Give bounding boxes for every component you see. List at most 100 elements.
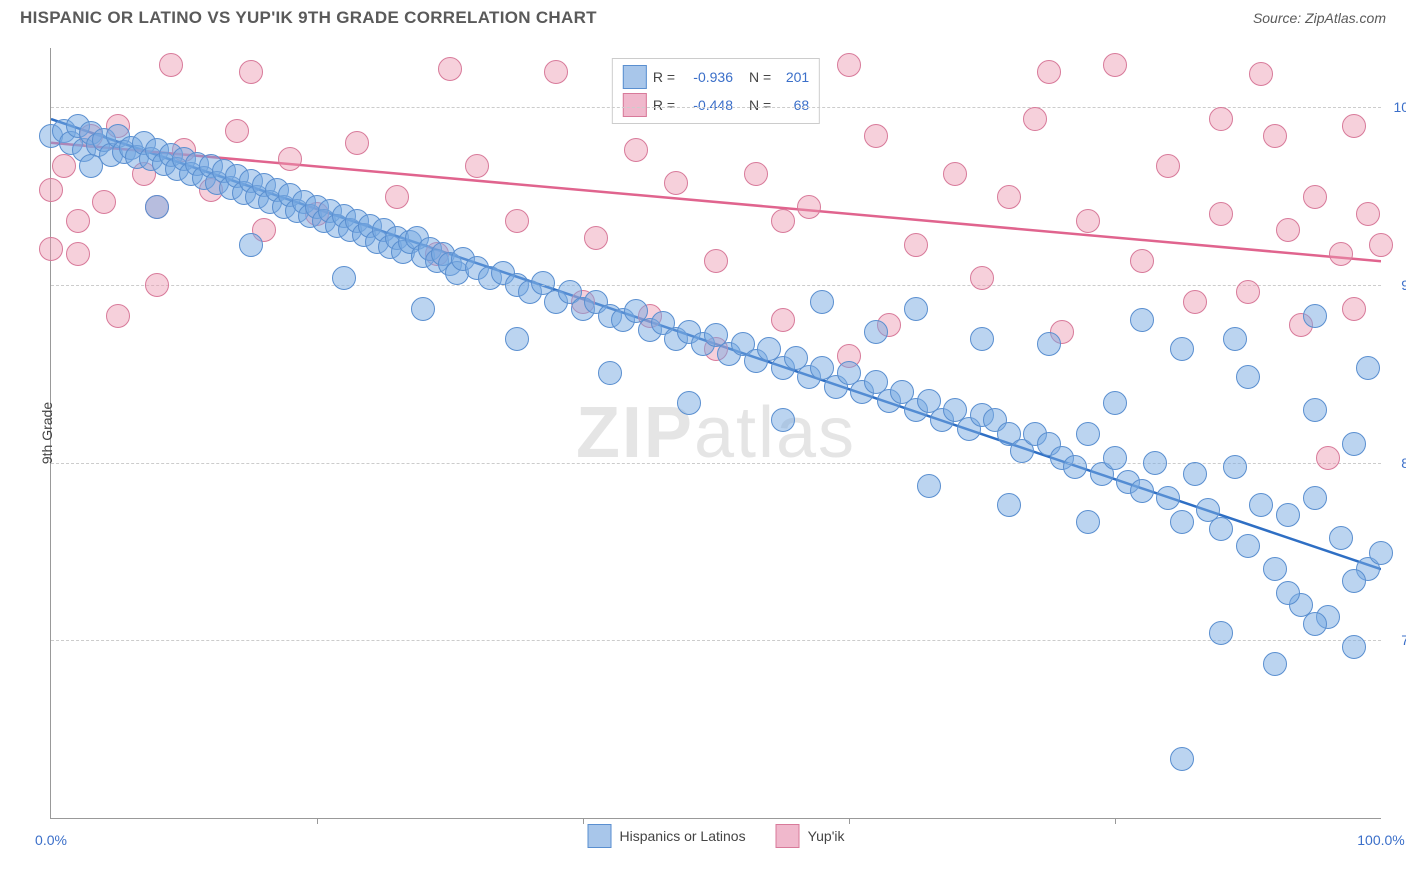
grid-line-h: [51, 640, 1381, 641]
data-point: [92, 190, 116, 214]
data-point: [1303, 486, 1327, 510]
data-point: [1316, 446, 1340, 470]
data-point: [917, 474, 941, 498]
data-point: [1342, 297, 1366, 321]
data-point: [106, 304, 130, 328]
data-point: [52, 154, 76, 178]
legend-item-yupik: Yup'ik: [776, 824, 845, 848]
data-point: [1170, 747, 1194, 771]
data-point: [39, 237, 63, 261]
y-tick-label: 85.0%: [1401, 455, 1406, 471]
chart-header: HISPANIC OR LATINO VS YUP'IK 9TH GRADE C…: [0, 0, 1406, 32]
x-tick-mark: [849, 818, 850, 824]
x-tick-label: 0.0%: [35, 832, 67, 848]
data-point: [239, 60, 263, 84]
data-point: [1170, 510, 1194, 534]
data-point: [1263, 652, 1287, 676]
data-point: [1183, 462, 1207, 486]
data-point: [864, 124, 888, 148]
data-point: [1103, 391, 1127, 415]
y-tick-label: 92.5%: [1401, 277, 1406, 293]
data-point: [505, 209, 529, 233]
data-point: [1223, 327, 1247, 351]
data-point: [771, 209, 795, 233]
data-point: [771, 308, 795, 332]
y-tick-label: 77.5%: [1401, 632, 1406, 648]
data-point: [1209, 621, 1233, 645]
data-point: [159, 53, 183, 77]
x-tick-label: 100.0%: [1357, 832, 1404, 848]
data-point: [970, 266, 994, 290]
legend-row-hispanic: R = -0.936 N = 201: [623, 63, 809, 91]
data-point: [79, 154, 103, 178]
data-point: [438, 57, 462, 81]
data-point: [1209, 202, 1233, 226]
data-point: [1130, 249, 1154, 273]
data-point: [278, 147, 302, 171]
data-point: [997, 185, 1021, 209]
data-point: [810, 290, 834, 314]
x-tick-mark: [583, 818, 584, 824]
data-point: [1276, 218, 1300, 242]
data-point: [1263, 124, 1287, 148]
data-point: [332, 266, 356, 290]
correlation-legend: R = -0.936 N = 201 R = -0.448 N = 68: [612, 58, 820, 124]
data-point: [1156, 486, 1180, 510]
data-point: [624, 138, 648, 162]
legend-swatch-hispanic: [623, 65, 647, 89]
data-point: [997, 493, 1021, 517]
data-point: [1249, 493, 1273, 517]
data-point: [1329, 242, 1353, 266]
grid-line-h: [51, 463, 1381, 464]
data-point: [1329, 526, 1353, 550]
data-point: [943, 162, 967, 186]
data-point: [904, 233, 928, 257]
data-point: [1236, 365, 1260, 389]
data-point: [1249, 62, 1273, 86]
data-point: [970, 327, 994, 351]
legend-swatch-yupik: [623, 93, 647, 117]
data-point: [1223, 455, 1247, 479]
data-point: [145, 195, 169, 219]
data-point: [39, 178, 63, 202]
y-tick-label: 100.0%: [1394, 99, 1406, 115]
legend-swatch-yupik: [776, 824, 800, 848]
data-point: [1236, 280, 1260, 304]
data-point: [1369, 233, 1393, 257]
data-point: [584, 226, 608, 250]
trend-lines: [51, 48, 1381, 818]
data-point: [1130, 479, 1154, 503]
data-point: [66, 209, 90, 233]
data-point: [797, 195, 821, 219]
scatter-chart: ZIPatlas 9th Grade R = -0.936 N = 201 R …: [50, 48, 1381, 819]
data-point: [1170, 337, 1194, 361]
data-point: [1356, 356, 1380, 380]
data-point: [1356, 202, 1380, 226]
data-point: [904, 297, 928, 321]
data-point: [664, 171, 688, 195]
data-point: [465, 154, 489, 178]
data-point: [411, 297, 435, 321]
data-point: [1342, 569, 1366, 593]
data-point: [864, 320, 888, 344]
data-point: [1076, 209, 1100, 233]
data-point: [66, 242, 90, 266]
data-point: [145, 273, 169, 297]
chart-title: HISPANIC OR LATINO VS YUP'IK 9TH GRADE C…: [20, 8, 597, 28]
data-point: [345, 131, 369, 155]
data-point: [1130, 308, 1154, 332]
data-point: [1063, 455, 1087, 479]
x-tick-mark: [1115, 818, 1116, 824]
data-point: [837, 53, 861, 77]
series-legend: Hispanics or Latinos Yup'ik: [588, 824, 845, 848]
data-point: [1236, 534, 1260, 558]
data-point: [1037, 60, 1061, 84]
grid-line-h: [51, 107, 1381, 108]
source-attribution: Source: ZipAtlas.com: [1253, 10, 1386, 26]
data-point: [598, 361, 622, 385]
data-point: [1303, 612, 1327, 636]
legend-row-yupik: R = -0.448 N = 68: [623, 91, 809, 119]
data-point: [1143, 451, 1167, 475]
data-point: [677, 391, 701, 415]
data-point: [1276, 581, 1300, 605]
